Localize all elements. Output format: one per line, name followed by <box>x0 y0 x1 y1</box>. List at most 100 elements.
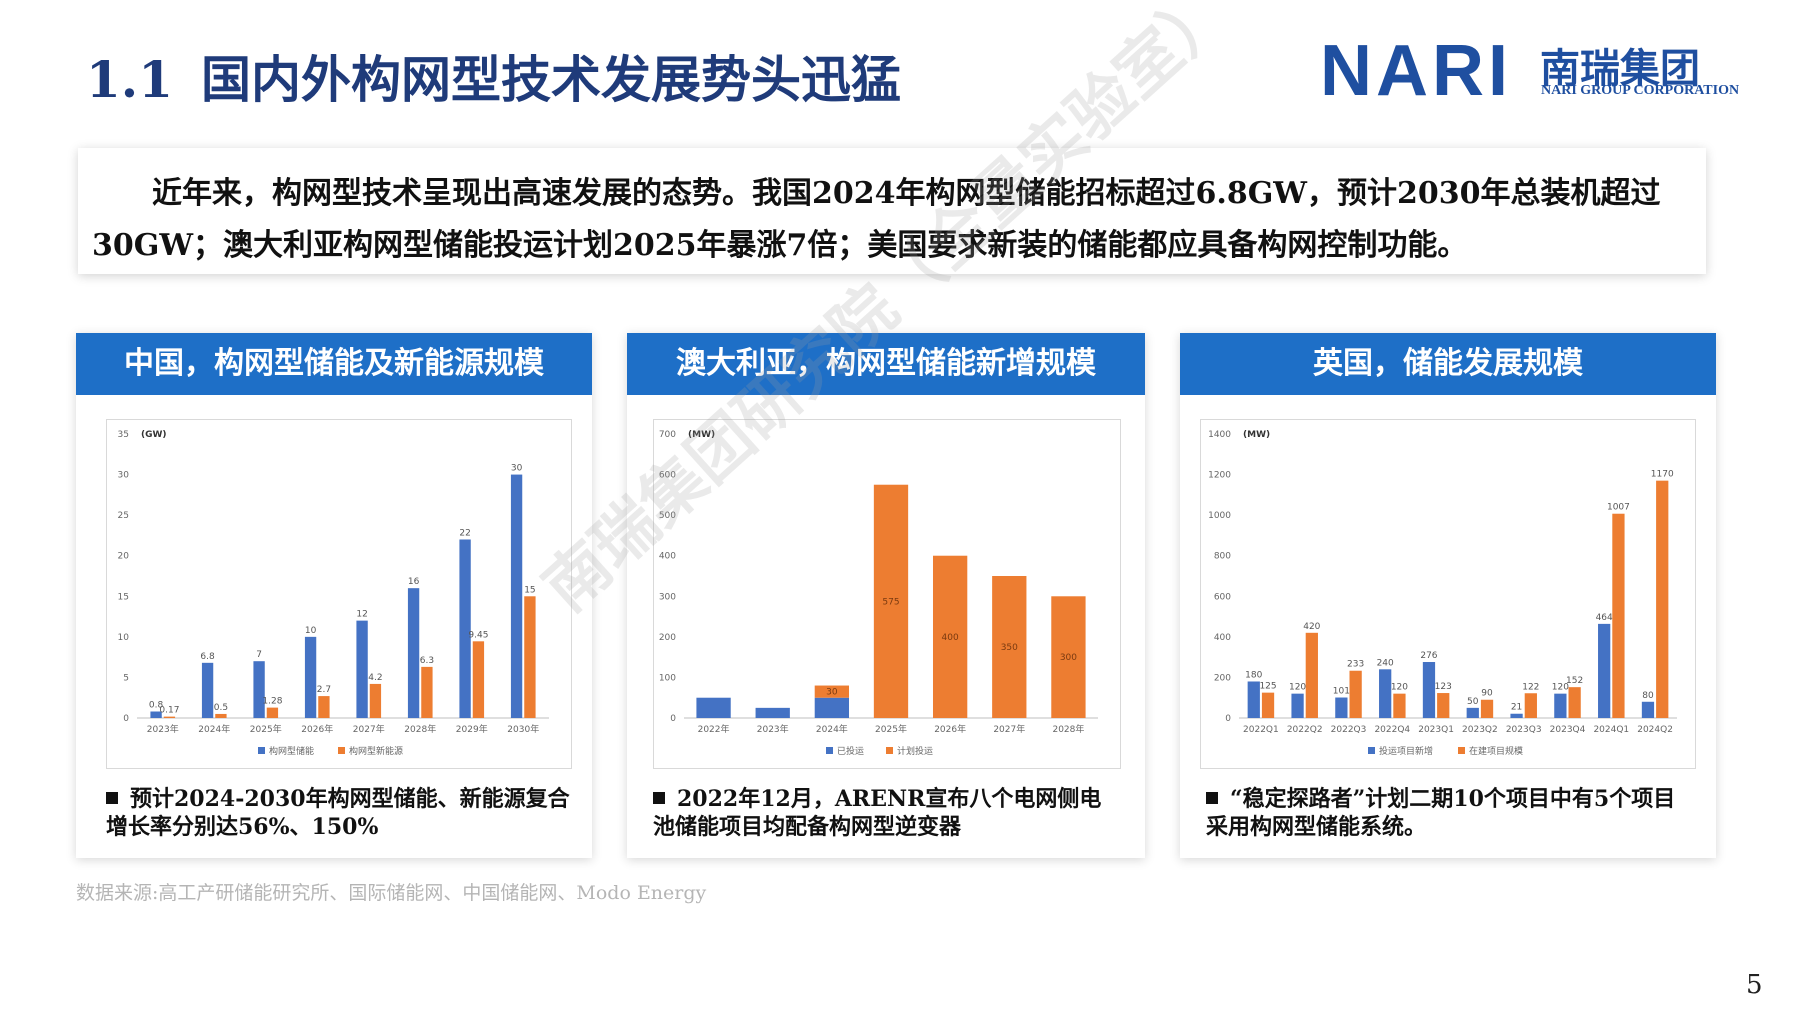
data-label: 7 <box>256 650 262 660</box>
data-label: 6.8 <box>200 652 215 662</box>
bar <box>510 474 523 718</box>
chart-uk: 0 200 400 600 800 1000 1200 1400 (MW) 2022Q1 180 12… <box>1208 430 1677 757</box>
bar <box>253 661 265 718</box>
x-tick-label: 2023Q2 <box>1462 725 1498 735</box>
data-label: 152 <box>1566 676 1583 686</box>
bar <box>1349 670 1362 718</box>
y-tick-label: 5 <box>123 673 129 683</box>
data-label: 233 <box>1347 660 1364 670</box>
bar <box>1524 693 1537 718</box>
intro-text: 近年来，构网型技术呈现出高速发展的态势。我国2024年构网型储能招标超过6.8G… <box>92 176 1661 263</box>
legend-label: 构网型储能 <box>269 745 314 757</box>
x-tick-label: 2027年 <box>993 723 1025 735</box>
bar <box>814 685 850 698</box>
x-tick-label: 2022Q1 <box>1243 725 1279 735</box>
bullet-icon <box>653 792 665 804</box>
y-tick-label: 35 <box>118 430 129 440</box>
data-label: 22 <box>459 528 470 538</box>
bar <box>356 620 368 718</box>
x-tick-label: 2028年 <box>1052 723 1084 735</box>
bar <box>814 697 850 718</box>
bar <box>1554 693 1567 718</box>
page-number: 5 <box>1746 970 1763 1000</box>
panel-note: 2022年12月，ARENR宣布八个电网侧电池储能项目均配备构网型逆变器 <box>653 785 1123 841</box>
data-label: 15 <box>524 585 535 595</box>
x-tick-label: 2027年 <box>353 723 385 735</box>
data-label: 400 <box>942 633 959 643</box>
bar <box>304 636 317 718</box>
bar <box>1379 669 1392 718</box>
legend-label: 已投运 <box>837 745 864 757</box>
data-source: 数据来源:高工产研储能研究所、国际储能网、中国储能网、Modo Energy <box>76 882 707 904</box>
legend-swatch <box>258 747 265 754</box>
legend-swatch <box>338 747 345 754</box>
data-label: 1007 <box>1607 503 1630 513</box>
bar <box>369 683 382 718</box>
legend-swatch <box>1368 747 1375 754</box>
x-tick-label: 2028年 <box>404 723 436 735</box>
panel-uk: 英国，储能发展规模 0 200 400 600 800 1000 1200 1400 (MW) 2… <box>1180 333 1716 858</box>
data-label: 10 <box>305 626 317 636</box>
section-title: 国内外构网型技术发展势头迅猛 <box>201 50 901 109</box>
bar <box>755 707 790 718</box>
data-label: 300 <box>1060 653 1077 663</box>
data-label: 0.5 <box>214 703 228 713</box>
data-label: 120 <box>1552 683 1569 693</box>
data-label: 464 <box>1596 613 1613 623</box>
x-tick-label: 2022年 <box>698 723 730 735</box>
bar <box>266 707 279 718</box>
chart-box: 0 5 10 15 20 25 30 35 (GW) 2023年 0.8 0.17 2024年 6.8 0.… <box>106 419 572 769</box>
y-tick-label: 200 <box>659 633 676 643</box>
data-label: 101 <box>1333 687 1350 697</box>
data-label: 420 <box>1303 622 1320 632</box>
x-tick-label: 2023Q1 <box>1418 725 1454 735</box>
chart-china: 0 5 10 15 20 25 30 35 (GW) 2023年 0.80.17 2024年 6.8 0.… <box>118 430 549 757</box>
bar <box>1291 693 1304 718</box>
y-tick-label: 0 <box>123 714 129 724</box>
panel-china: 中国，构网型储能及新能源规模 0 5 10 15 20 25 30 35 (GW) 2023年 0.… <box>76 333 592 858</box>
y-tick-label: 10 <box>118 633 130 643</box>
y-tick-label: 600 <box>1214 592 1231 602</box>
panel-australia: 澳大利亚，构网型储能新增规模 0 100 200 300 400 500 600 700 (MW… <box>627 333 1145 858</box>
y-axis-unit: (MW) <box>688 430 715 440</box>
data-label: 0.8 <box>149 701 164 711</box>
data-label: 4.2 <box>368 673 382 683</box>
y-tick-label: 30 <box>118 471 130 481</box>
data-label: 1.28 <box>262 697 282 707</box>
nari-logo: NARI 南瑞集团 NARI GROUP CORPORATION <box>1320 31 1772 111</box>
data-label: 16 <box>408 577 420 587</box>
note-text: 预计2024-2030年构网型储能、新能源复合增长率分别达56%、150% <box>106 786 570 840</box>
data-label: 122 <box>1522 682 1539 692</box>
x-tick-label: 2022Q4 <box>1374 725 1410 735</box>
logo-en: NARI GROUP CORPORATION <box>1541 83 1740 98</box>
bar <box>992 576 1027 718</box>
data-label: 180 <box>1245 670 1262 680</box>
data-label: 575 <box>882 597 899 607</box>
panel-note: “稳定探路者”计划二期10个项目中有5个项目采用构网型储能系统。 <box>1206 785 1696 841</box>
x-tick-label: 2023Q3 <box>1506 725 1542 735</box>
bar <box>1051 596 1086 718</box>
bar <box>696 697 731 718</box>
bar <box>1641 701 1655 718</box>
y-tick-label: 15 <box>118 592 129 602</box>
x-tick-label: 2022Q2 <box>1287 725 1323 735</box>
panel-title: 澳大利亚，构网型储能新增规模 <box>627 333 1145 395</box>
bar <box>163 716 176 718</box>
y-axis-unit: (GW) <box>141 430 167 440</box>
bar <box>1305 632 1318 718</box>
bar <box>1437 693 1450 718</box>
data-label: 276 <box>1420 651 1437 661</box>
panel-title: 英国，储能发展规模 <box>1180 333 1716 395</box>
chart-box: 0 200 400 600 800 1000 1200 1400 (MW) 2022Q1 180 12… <box>1200 419 1696 769</box>
y-tick-label: 0 <box>670 714 676 724</box>
data-label: 1170 <box>1651 470 1674 480</box>
data-label: 2.7 <box>317 685 331 695</box>
bar <box>1612 513 1625 718</box>
data-label: 12 <box>356 610 367 620</box>
y-tick-label: 700 <box>659 430 676 440</box>
bar <box>932 555 968 718</box>
bar <box>1422 662 1436 718</box>
data-label: 120 <box>1391 683 1408 693</box>
y-tick-label: 500 <box>659 511 676 521</box>
bar <box>150 711 162 718</box>
